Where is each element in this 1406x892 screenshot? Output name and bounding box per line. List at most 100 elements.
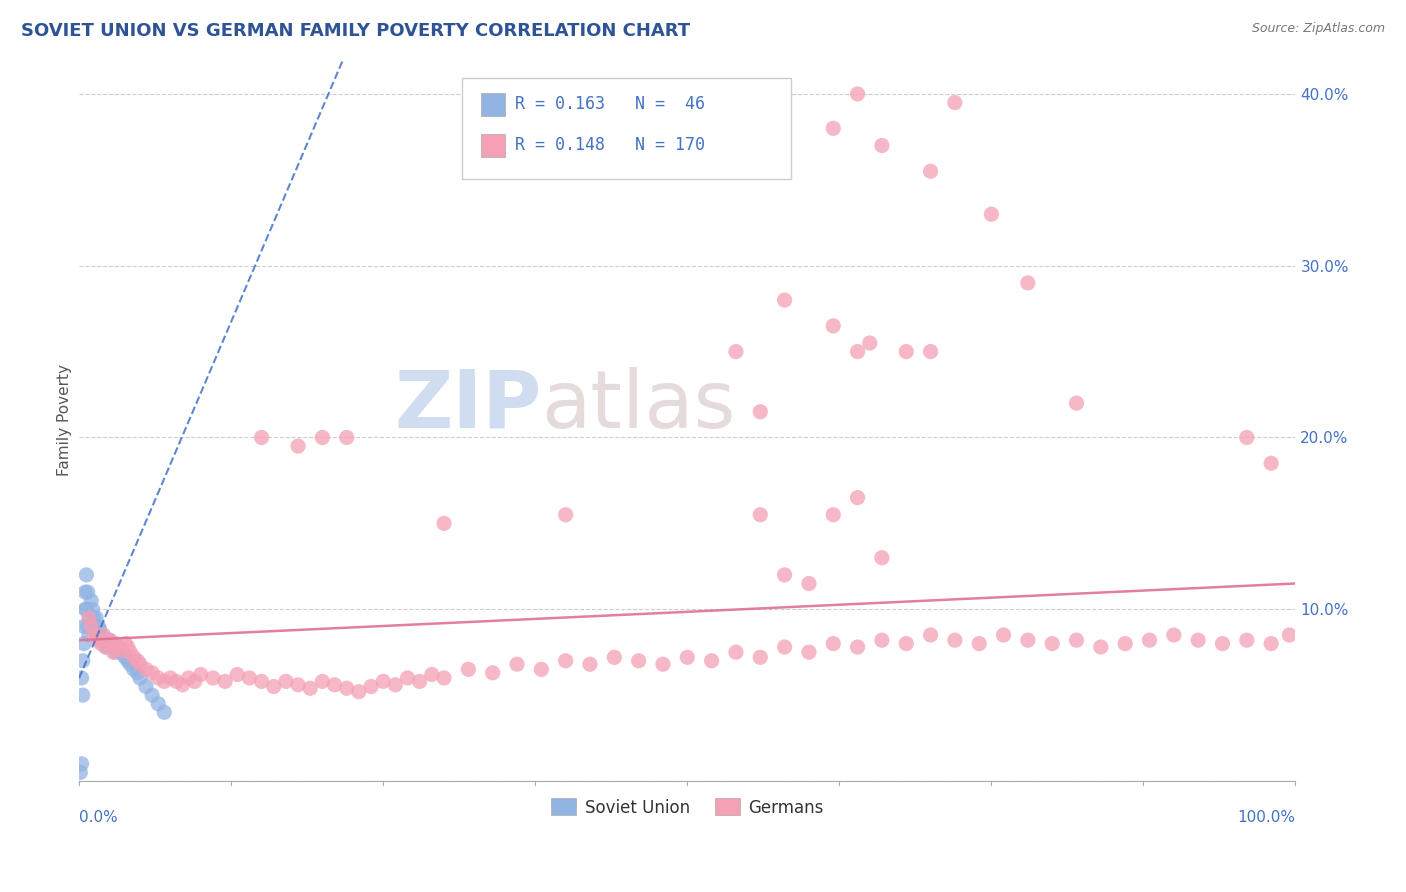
Point <box>420 667 443 681</box>
Point <box>86 633 108 648</box>
Point <box>153 674 176 689</box>
Point <box>299 681 322 696</box>
Point <box>83 628 105 642</box>
Point <box>101 637 124 651</box>
Point <box>114 637 136 651</box>
Point <box>1017 276 1039 290</box>
Point <box>724 344 747 359</box>
Point <box>76 585 98 599</box>
Point <box>250 674 273 689</box>
Point <box>84 611 107 625</box>
Point <box>506 657 529 672</box>
Point <box>336 681 359 696</box>
Point <box>920 164 942 178</box>
Point <box>323 678 346 692</box>
Point <box>94 640 117 654</box>
Point <box>1163 628 1185 642</box>
Point <box>336 430 359 444</box>
Point <box>141 688 163 702</box>
Point <box>84 619 107 633</box>
Point <box>920 344 942 359</box>
Point <box>373 674 395 689</box>
Point <box>823 318 845 333</box>
Point <box>98 633 121 648</box>
Point <box>1260 456 1282 470</box>
Point <box>360 680 382 694</box>
Point <box>384 678 406 692</box>
Point <box>1260 637 1282 651</box>
Point <box>75 585 97 599</box>
Text: ZIP: ZIP <box>394 367 541 445</box>
Point <box>111 647 134 661</box>
Point <box>76 619 98 633</box>
Point <box>896 344 918 359</box>
Point <box>129 657 152 672</box>
Point <box>72 654 94 668</box>
Point <box>86 628 108 642</box>
Point <box>870 633 893 648</box>
Point <box>120 657 142 672</box>
Point <box>72 688 94 702</box>
Point <box>96 637 118 651</box>
Point <box>457 662 479 676</box>
Point <box>1278 628 1301 642</box>
Point <box>70 756 93 771</box>
Point <box>98 633 121 648</box>
Point <box>90 628 112 642</box>
Point <box>172 678 194 692</box>
Point <box>122 650 145 665</box>
Point <box>579 657 602 672</box>
Point <box>141 665 163 680</box>
Point <box>77 628 100 642</box>
Point <box>73 619 96 633</box>
Point <box>347 684 370 698</box>
Point <box>749 405 772 419</box>
Point <box>177 671 200 685</box>
Point <box>75 602 97 616</box>
Point <box>287 439 309 453</box>
Point <box>91 633 114 648</box>
Point <box>1187 633 1209 648</box>
Point <box>101 640 124 654</box>
Point <box>135 680 157 694</box>
Point <box>943 633 966 648</box>
Point <box>1236 633 1258 648</box>
Bar <box>481 134 505 157</box>
Point <box>104 637 127 651</box>
Point <box>1090 640 1112 654</box>
Point <box>122 662 145 676</box>
Point <box>135 662 157 676</box>
Point <box>120 645 142 659</box>
Point <box>107 640 129 654</box>
Point <box>82 602 104 616</box>
Point <box>1017 633 1039 648</box>
Point <box>652 657 675 672</box>
Point <box>396 671 419 685</box>
Point <box>165 674 187 689</box>
Point <box>190 667 212 681</box>
Point <box>148 671 170 685</box>
Point <box>101 645 124 659</box>
Point <box>129 671 152 685</box>
Point <box>250 430 273 444</box>
Point <box>943 95 966 110</box>
Point <box>93 628 115 642</box>
Point <box>433 671 456 685</box>
Y-axis label: Family Poverty: Family Poverty <box>58 364 72 476</box>
Point <box>79 611 101 625</box>
Point <box>481 665 503 680</box>
Point <box>117 640 139 654</box>
Point <box>159 671 181 685</box>
Point <box>554 508 576 522</box>
Point <box>846 640 869 654</box>
Point <box>183 674 205 689</box>
Point <box>797 576 820 591</box>
Point <box>627 654 650 668</box>
FancyBboxPatch shape <box>463 78 790 178</box>
Point <box>80 619 103 633</box>
Point <box>967 637 990 651</box>
Point <box>846 491 869 505</box>
Point <box>69 765 91 780</box>
Point <box>153 706 176 720</box>
Point <box>409 674 432 689</box>
